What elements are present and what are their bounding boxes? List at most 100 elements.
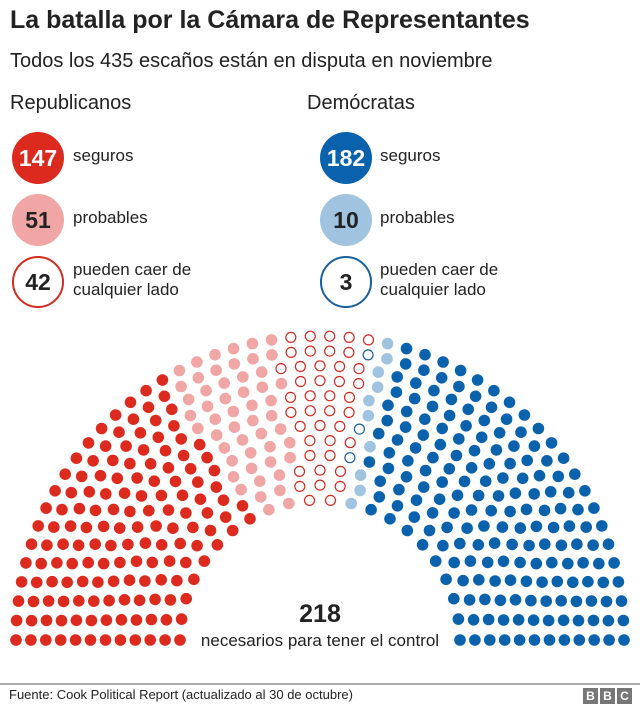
dem-tossup-label-1: pueden caer de: [380, 260, 499, 279]
seat-dem-safe: [485, 401, 498, 414]
seat-rep-safe: [208, 464, 221, 477]
seat-rep-tossup: [285, 331, 297, 343]
seat-dem-safe: [462, 403, 475, 416]
seat-rep-safe: [107, 575, 120, 588]
seat-dem-safe: [497, 555, 510, 568]
seat-rep-likely: [247, 414, 259, 427]
seat-dem-safe: [514, 522, 527, 534]
seat-rep-safe: [80, 521, 93, 534]
seat-rep-likely: [218, 442, 231, 454]
seat-rep-safe: [156, 374, 169, 386]
seat-rep-tossup: [314, 360, 326, 372]
seat-rep-safe: [103, 594, 115, 607]
seat-dem-safe: [488, 384, 500, 397]
seat-rep-safe: [109, 409, 122, 421]
seat-dem-safe: [408, 511, 421, 523]
seat-rep-safe: [244, 513, 256, 525]
seat-dem-safe: [509, 487, 522, 500]
seat-dem-safe: [615, 595, 628, 607]
seat-dem-safe: [571, 538, 583, 550]
seat-dem-safe: [469, 634, 481, 646]
seat-rep-safe: [155, 489, 168, 502]
seat-rep-tossup: [324, 494, 337, 506]
seat-rep-tossup: [304, 390, 316, 402]
seat-rep-likely: [244, 447, 257, 459]
seat-rep-safe: [201, 507, 214, 519]
seat-rep-likely: [191, 356, 203, 368]
seat-rep-safe: [75, 470, 88, 483]
seat-dem-safe: [363, 456, 376, 468]
seat-dem-safe: [532, 422, 545, 435]
seat-rep-tossup: [334, 465, 347, 477]
seat-dem-tossup: [353, 423, 365, 435]
seat-dem-safe: [391, 434, 404, 446]
seat-dem-safe: [520, 503, 533, 516]
seat-rep-likely: [184, 409, 197, 422]
seat-rep-safe: [176, 489, 189, 502]
seat-rep-tossup: [324, 449, 336, 462]
seat-rep-likely: [283, 497, 295, 510]
seat-rep-safe: [54, 634, 67, 646]
seat-dem-safe: [479, 593, 491, 606]
seat-rep-safe: [115, 614, 128, 626]
seat-rep-tossup: [362, 334, 375, 346]
rep-tossup-label-2: cualquier lado: [73, 280, 179, 299]
seat-rep-tossup: [294, 360, 306, 373]
seat-rep-likely: [246, 337, 259, 350]
seat-dem-safe: [419, 413, 431, 426]
seat-rep-likely: [273, 469, 286, 481]
seat-dem-safe: [555, 539, 568, 552]
seat-rep-safe: [66, 557, 78, 570]
rep-tossup-label-1: pueden caer de: [73, 260, 192, 279]
seat-rep-safe: [135, 490, 148, 502]
seat-rep-likely: [200, 384, 212, 397]
seat-rep-likely: [266, 349, 278, 361]
seat-dem-safe: [527, 614, 540, 626]
seat-rep-tossup: [324, 405, 336, 417]
seat-dem-safe: [562, 486, 575, 499]
seat-rep-safe: [70, 452, 83, 465]
seat-dem-safe: [381, 414, 394, 427]
seat-rep-safe: [35, 557, 47, 570]
seat-rep-likely: [227, 471, 240, 483]
seat-dem-safe: [437, 356, 449, 368]
seat-rep-likely: [237, 386, 250, 399]
seat-dem-safe: [503, 396, 516, 409]
seat-rep-likely: [227, 342, 240, 355]
seat-rep-tossup: [304, 405, 316, 417]
seat-dem-safe: [547, 521, 560, 534]
dem-likely-count: 10: [320, 194, 372, 246]
seat-rep-safe: [70, 614, 83, 627]
seat-rep-safe: [159, 634, 171, 646]
seat-dem-safe: [472, 489, 485, 502]
seat-dem-safe: [541, 455, 553, 467]
seat-rep-tossup: [334, 480, 346, 492]
seat-dem-safe: [558, 634, 571, 646]
seat-rep-safe: [129, 634, 142, 646]
seat-rep-tossup: [353, 378, 365, 390]
seat-rep-safe: [95, 422, 108, 435]
seat-rep-safe: [210, 481, 223, 493]
seat-rep-likely: [254, 491, 267, 503]
seat-rep-likely: [236, 434, 249, 446]
seat-rep-safe: [236, 500, 249, 512]
seat-rep-likely: [209, 413, 221, 426]
seat-rep-tossup: [294, 420, 306, 432]
seat-dem-safe: [482, 613, 495, 626]
seat-rep-likely: [237, 371, 249, 383]
seat-dem-likely: [381, 353, 393, 365]
seat-dem-safe: [572, 614, 585, 627]
seat-dem-safe: [528, 488, 540, 500]
seat-dem-safe: [471, 374, 484, 386]
seat-rep-safe: [217, 494, 230, 507]
seat-rep-tossup: [314, 479, 326, 491]
seat-rep-likely: [173, 364, 186, 377]
seat-rep-safe: [114, 556, 126, 569]
seat-dem-safe: [617, 614, 630, 627]
seat-dem-safe: [603, 634, 615, 646]
seat-rep-likely: [192, 372, 205, 384]
seat-rep-safe: [127, 413, 140, 426]
seat-dem-safe: [530, 520, 543, 533]
seat-dem-safe: [382, 399, 394, 412]
seat-dem-safe: [587, 539, 599, 551]
